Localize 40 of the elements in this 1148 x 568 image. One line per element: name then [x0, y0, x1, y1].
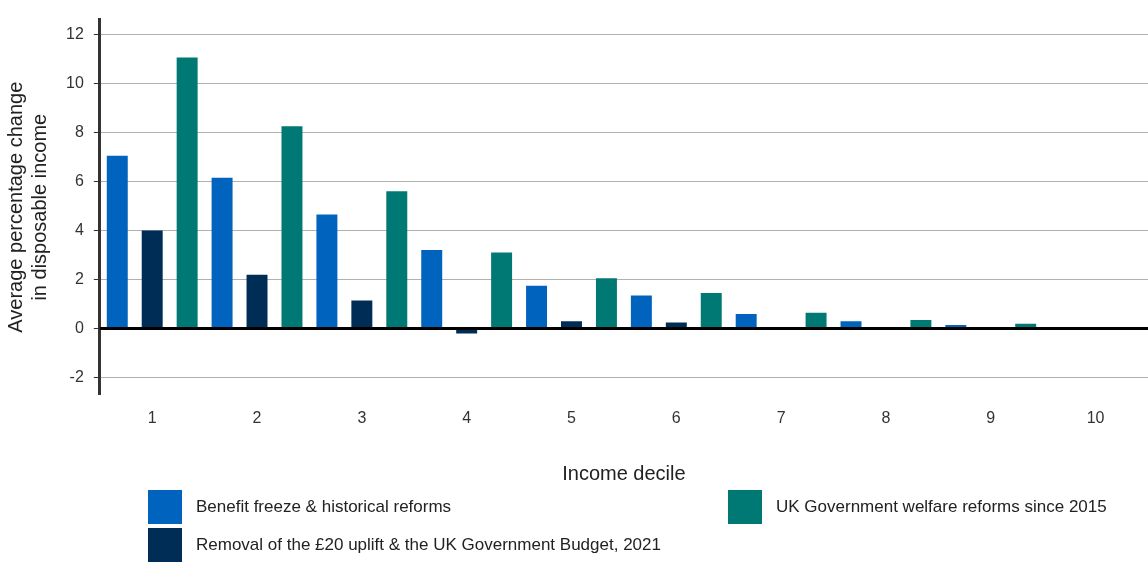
bar: [106, 155, 128, 329]
bar: [491, 252, 513, 329]
y-tick-label: 0: [74, 318, 84, 336]
bar: [281, 126, 303, 329]
x-tick-label: 3: [357, 408, 367, 426]
x-tick-label: 4: [462, 408, 472, 426]
y-tick-label: 2: [74, 269, 84, 287]
bar: [421, 250, 443, 329]
x-tick-label: 2: [252, 408, 262, 426]
y-tick-label: 4: [74, 220, 84, 238]
bar: [351, 300, 373, 329]
bar: [630, 295, 652, 329]
x-tick-label: 6: [671, 408, 681, 426]
y-tick-label: 10: [66, 73, 84, 91]
y-tick-label: 8: [74, 122, 84, 140]
bar: [316, 214, 338, 329]
legend-label: UK Government welfare reforms since 2015: [776, 497, 1107, 517]
x-tick-label: 9: [986, 408, 996, 426]
bar: [735, 313, 757, 329]
x-tick-label: 8: [881, 408, 891, 426]
bar: [595, 278, 617, 329]
legend-label: Removal of the £20 uplift & the UK Government Budget, 2021: [196, 535, 661, 555]
x-tick-label: 5: [567, 408, 577, 426]
y-tick-label: -2: [69, 368, 84, 386]
bar: [805, 312, 827, 329]
bar: [246, 274, 268, 329]
y-tick-label: 6: [74, 171, 84, 189]
y-axis-title: Average percentage change in disposable income: [3, 81, 50, 333]
bar: [526, 285, 548, 329]
bar: [176, 57, 198, 329]
bar: [386, 191, 408, 329]
y-tick-label: 12: [66, 24, 84, 42]
bar: [700, 293, 722, 329]
bar: [211, 177, 233, 329]
legend-label: Benefit freeze & historical reforms: [196, 497, 452, 517]
bar: [141, 230, 163, 329]
x-axis-title: Income decile: [562, 461, 686, 484]
x-tick-label: 10: [1086, 408, 1105, 426]
x-tick-label: 7: [776, 408, 786, 426]
x-tick-label: 1: [147, 408, 157, 426]
